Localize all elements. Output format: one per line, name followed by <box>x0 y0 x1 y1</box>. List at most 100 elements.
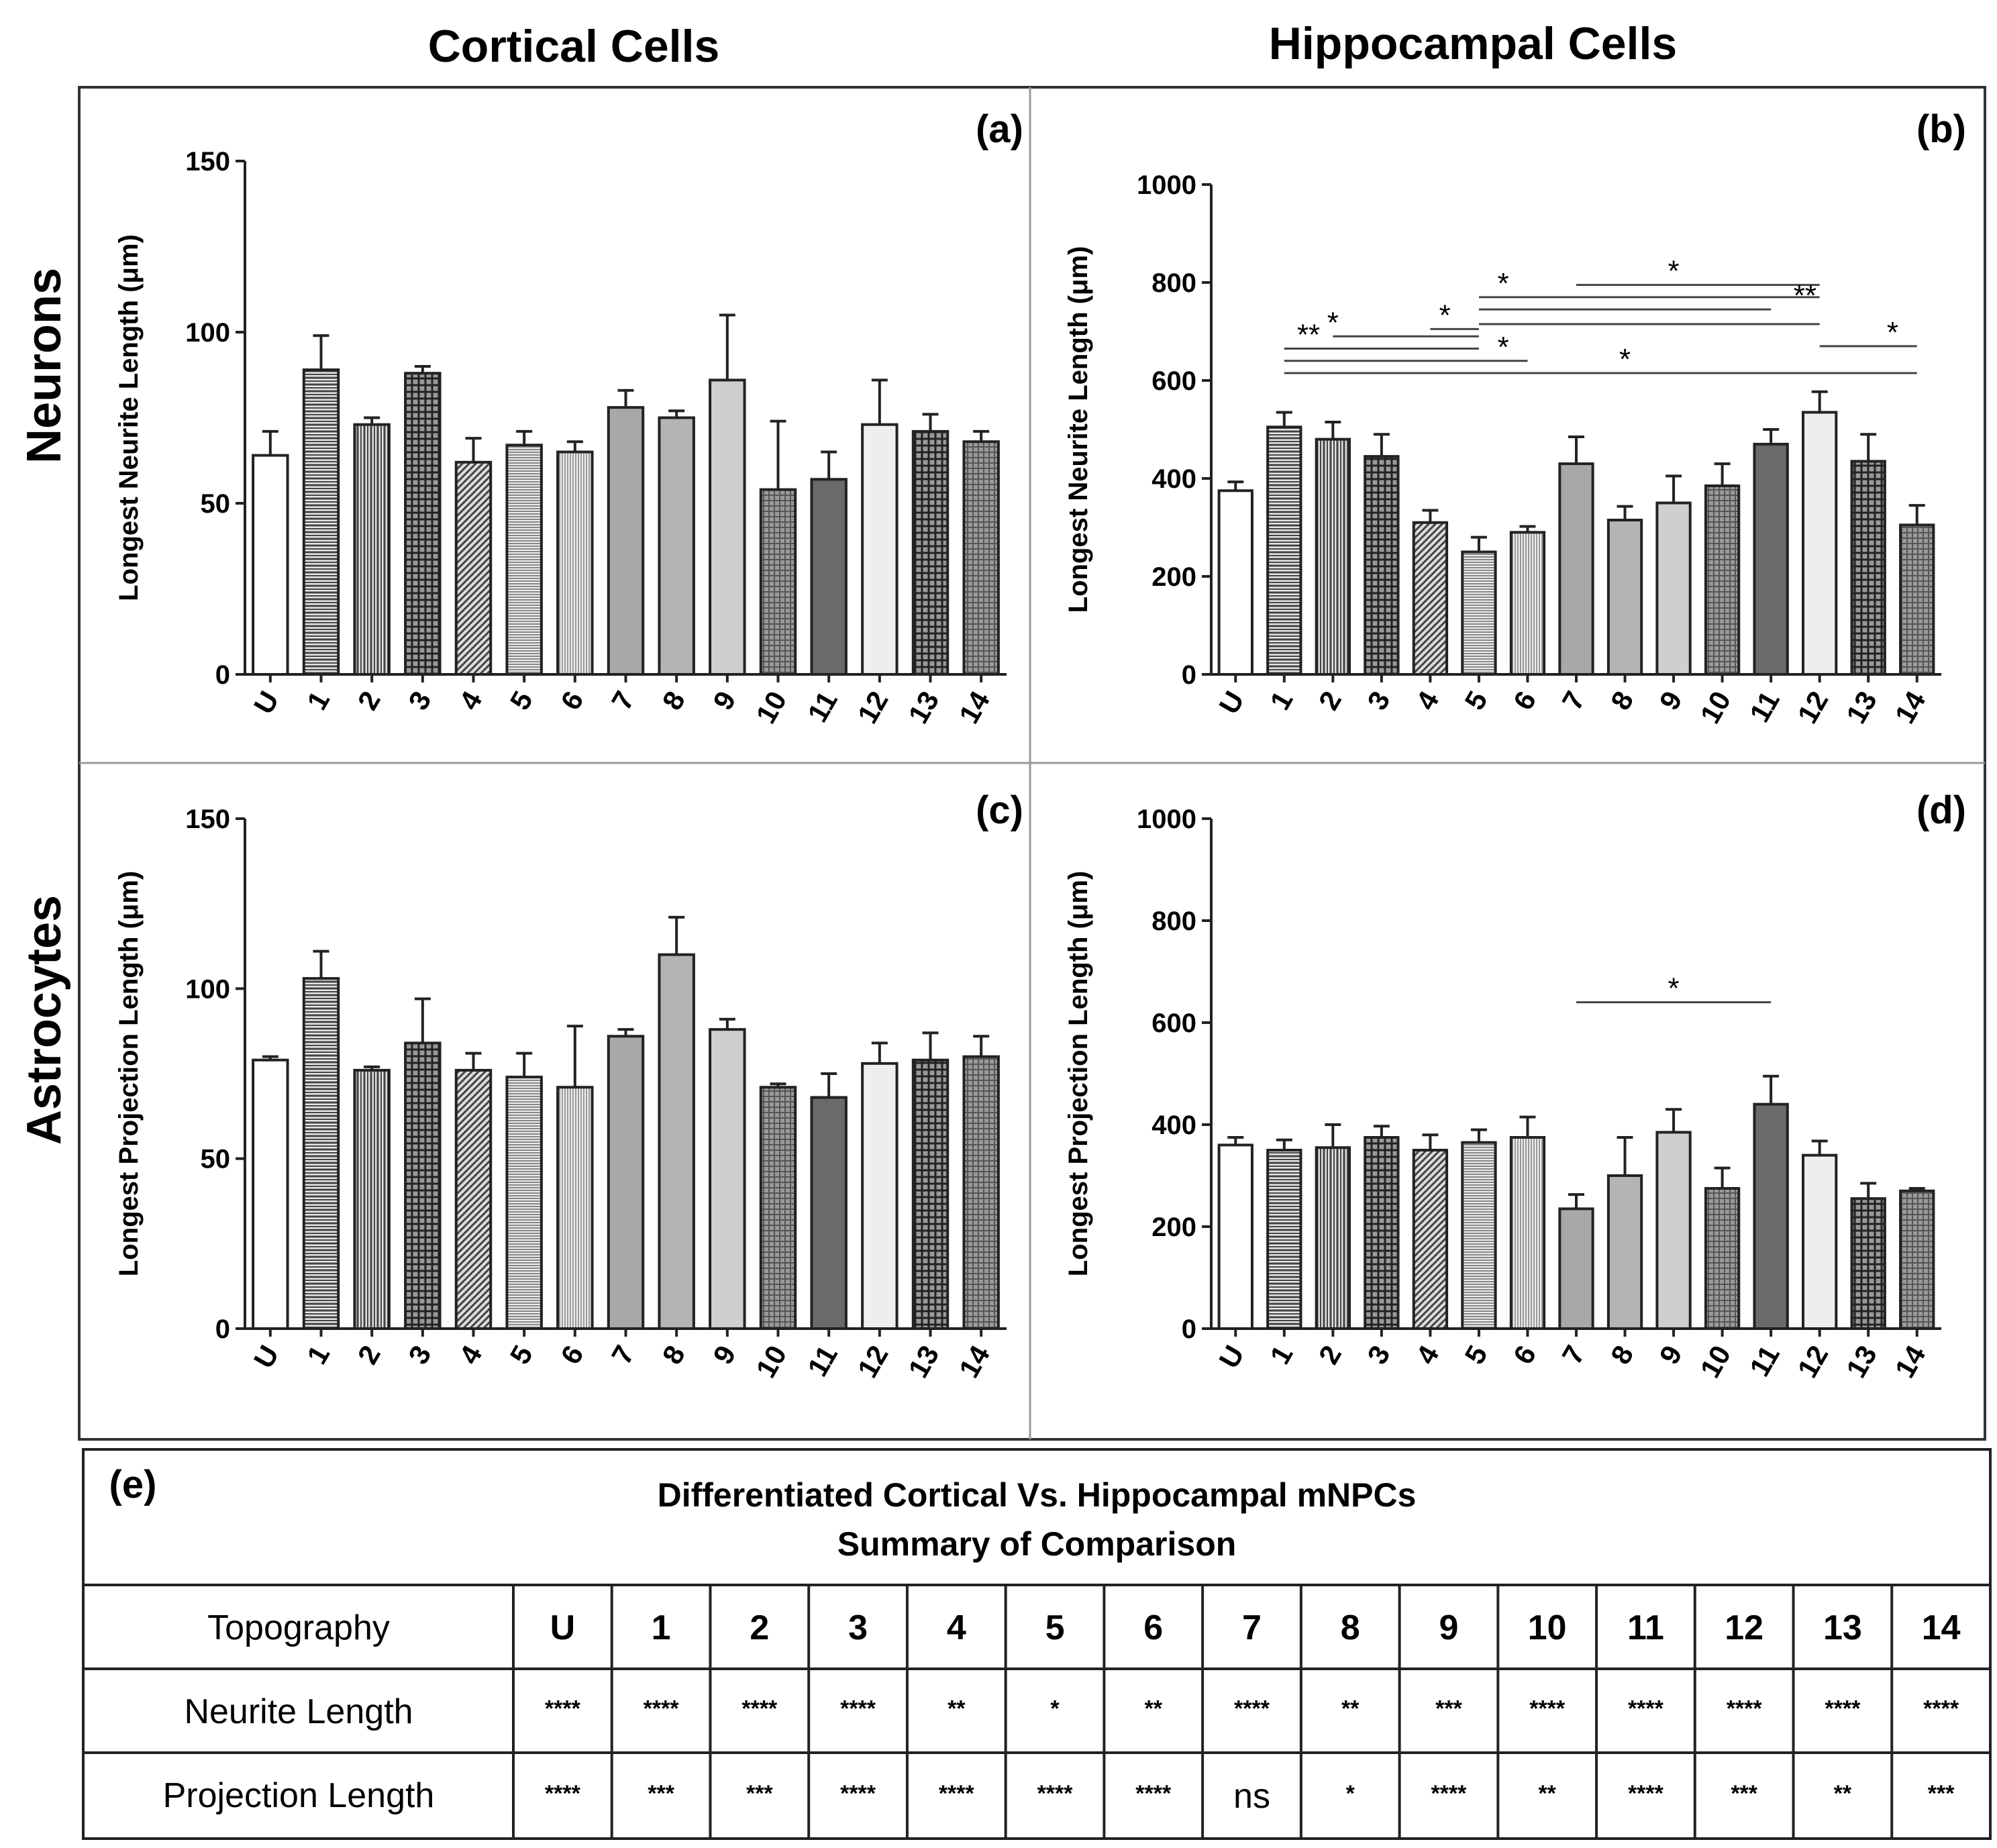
bar <box>252 454 289 676</box>
table-cell: *** <box>1731 1781 1757 1806</box>
x-tick-label: 6 <box>1507 686 1542 715</box>
x-tick-label: 13 <box>902 686 945 729</box>
panel-label-e: (e) <box>109 1463 157 1506</box>
bar <box>1655 501 1692 676</box>
x-tick-label: 8 <box>656 686 691 715</box>
bar <box>1412 1149 1449 1330</box>
summary-table: (e) Differentiated Cortical Vs. Hippocam… <box>82 1448 1992 1840</box>
x-tick-label: 10 <box>1694 1340 1737 1383</box>
table-cell: **** <box>1825 1696 1861 1722</box>
significance-label: * <box>1619 343 1631 376</box>
row-title-astrocytes: Astrocytes <box>17 895 71 1145</box>
bar <box>302 977 340 1330</box>
x-tick-label: 1 <box>1264 1340 1298 1370</box>
y-tick-label: 0 <box>1182 1315 1196 1344</box>
x-tick-label: 1 <box>1264 686 1298 715</box>
x-tick-label: 13 <box>1840 1340 1883 1383</box>
significance-label: * <box>1439 299 1451 331</box>
x-tick-label: 1 <box>301 686 336 715</box>
x-tick-label: 2 <box>1313 1340 1347 1370</box>
bar <box>1704 1187 1741 1330</box>
table-column-header: U <box>550 1608 576 1647</box>
table-column-header: 6 <box>1143 1608 1163 1647</box>
x-tick-label: 8 <box>1604 1340 1639 1370</box>
table-cell: ** <box>948 1696 966 1722</box>
x-tick-label: 2 <box>1313 686 1347 715</box>
bar <box>404 1041 442 1331</box>
bar <box>1606 1174 1643 1330</box>
bar <box>1753 442 1789 676</box>
panel-label-d: (d) <box>1916 788 1966 832</box>
bar <box>1558 462 1594 676</box>
y-tick-label: 50 <box>201 489 231 519</box>
column-title-cortical: Cortical Cells <box>428 21 720 72</box>
table-column-header: 12 <box>1725 1608 1763 1647</box>
y-tick-label: 800 <box>1151 907 1196 936</box>
x-tick-label: 10 <box>1694 686 1737 729</box>
table-cell: ** <box>1834 1781 1852 1806</box>
y-tick-label: 150 <box>185 147 230 176</box>
table-row-label-neurite: Neurite Length <box>184 1692 413 1731</box>
x-tick-label: 4 <box>453 1339 489 1369</box>
panel-d: (d) Longest Projection Length (μm) 0 200 40… <box>1064 788 1966 1383</box>
bar <box>556 450 594 676</box>
bar <box>454 460 493 676</box>
bar <box>1364 455 1400 676</box>
x-tick-label: 3 <box>402 1340 437 1370</box>
table-cell: ** <box>1341 1696 1360 1722</box>
y-axis-label: Longest Projection Length (μm) <box>1064 871 1093 1276</box>
y-tick-label: 800 <box>1151 268 1196 298</box>
table-cell: *** <box>648 1781 674 1806</box>
panel-label-b: (b) <box>1916 107 1966 151</box>
bar <box>1217 489 1253 676</box>
bar <box>1704 484 1741 676</box>
bar <box>911 1058 950 1330</box>
y-tick-label: 100 <box>185 318 230 348</box>
row-title-neurons: Neurons <box>17 268 71 464</box>
bar <box>810 478 848 676</box>
table-cell: **** <box>939 1781 975 1806</box>
x-tick-label: 9 <box>1653 1340 1688 1370</box>
x-tick-label: U <box>1213 686 1250 719</box>
bar <box>1509 531 1546 676</box>
bar <box>302 368 340 676</box>
bar <box>759 1086 797 1331</box>
x-tick-label: 11 <box>801 686 843 727</box>
bar <box>1850 1197 1886 1330</box>
x-tick-label: 14 <box>953 685 996 729</box>
table-cell: **** <box>1037 1781 1074 1806</box>
y-tick-label: 0 <box>215 1315 230 1344</box>
bar <box>1509 1136 1546 1330</box>
x-tick-label: 5 <box>1458 1340 1493 1370</box>
table-cell: * <box>1050 1696 1060 1722</box>
significance-label: ** <box>1794 279 1816 312</box>
x-tick-label: 4 <box>1410 1339 1445 1369</box>
bar <box>1266 425 1302 676</box>
panel-c: (c) Longest Projection Length (μm) 0 50 100… <box>114 788 1023 1383</box>
x-tick-label: 12 <box>1791 686 1834 729</box>
x-tick-label: 5 <box>504 1340 539 1370</box>
table-cell: **** <box>1135 1781 1172 1806</box>
table-cell: **** <box>1923 1696 1959 1722</box>
bar <box>962 1055 1000 1330</box>
x-tick-label: 9 <box>1653 686 1688 715</box>
bar <box>1802 411 1838 676</box>
y-axis-label: Longest Neurite Length (μm) <box>114 234 144 601</box>
y-tick-label: 0 <box>215 660 230 690</box>
bar <box>607 406 645 676</box>
x-tick-label: 7 <box>605 686 640 715</box>
y-tick-label: 400 <box>1151 464 1196 494</box>
x-tick-label: 14 <box>953 1339 996 1383</box>
significance-label: * <box>1668 255 1680 288</box>
table-cell: ** <box>1145 1696 1163 1722</box>
table-cell: ns <box>1233 1777 1270 1816</box>
x-tick-label: 14 <box>1888 1339 1931 1383</box>
table-cell: **** <box>1628 1696 1664 1722</box>
table-column-header: 10 <box>1528 1608 1567 1647</box>
table-cell: *** <box>1928 1781 1955 1806</box>
x-tick-label: 12 <box>1791 1340 1834 1383</box>
panel-a: (a) Longest Neurite Length (μm) 0 50 100 150… <box>114 107 1023 729</box>
bar <box>505 444 543 676</box>
table-cell: **** <box>1234 1696 1270 1722</box>
y-tick-label: 400 <box>1151 1111 1196 1140</box>
